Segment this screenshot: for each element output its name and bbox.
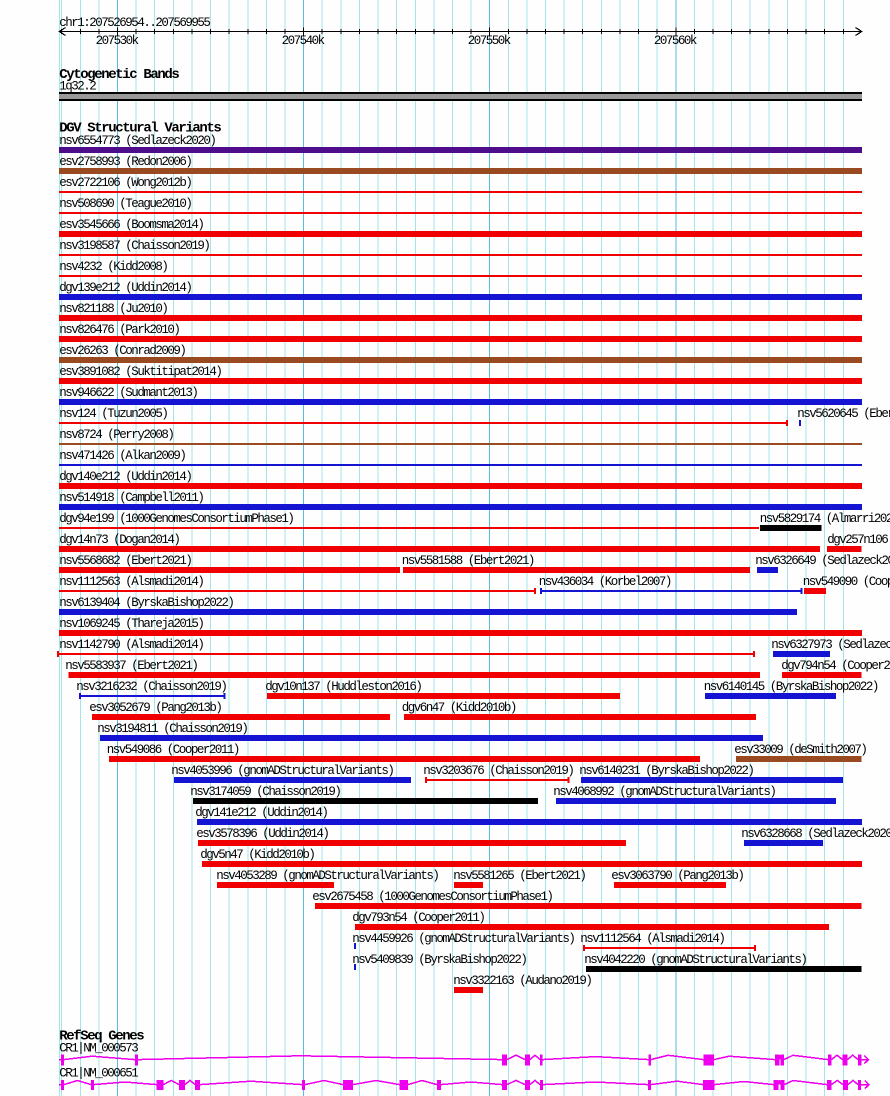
svg-text:chr1:207526954..207569955: chr1:207526954..207569955 bbox=[59, 16, 210, 30]
svg-text:207540k: 207540k bbox=[282, 34, 325, 48]
svg-text:nsv6140231 (ByrskaBishop2022): nsv6140231 (ByrskaBishop2022) bbox=[579, 764, 753, 778]
svg-text:nsv549090 (Cooper2011): nsv549090 (Cooper2011) bbox=[803, 575, 890, 589]
svg-text:esv3578396 (Uddin2014): esv3578396 (Uddin2014) bbox=[196, 827, 328, 841]
svg-text:esv3063790 (Pang2013b): esv3063790 (Pang2013b) bbox=[611, 869, 743, 883]
svg-text:dgv794n54 (Cooper2011): dgv794n54 (Cooper2011) bbox=[781, 659, 890, 673]
svg-text:RefSeq Genes: RefSeq Genes bbox=[59, 1029, 144, 1045]
svg-text:nsv4053289 (gnomADStructuralVa: nsv4053289 (gnomADStructuralVariants) bbox=[216, 869, 438, 883]
svg-text:nsv5620645 (Ebert2021): nsv5620645 (Ebert2021) bbox=[797, 407, 890, 421]
svg-text:esv2675458 (1000GenomesConsort: esv2675458 (1000GenomesConsortiumPhase1) bbox=[312, 890, 552, 904]
svg-text:dgv141e212 (Uddin2014): dgv141e212 (Uddin2014) bbox=[195, 806, 327, 820]
svg-text:esv3052679 (Pang2013b): esv3052679 (Pang2013b) bbox=[89, 701, 221, 715]
svg-text:esv26263 (Conrad2009): esv26263 (Conrad2009) bbox=[59, 344, 185, 358]
svg-text:nsv4068992 (gnomADStructuralVa: nsv4068992 (gnomADStructuralVariants) bbox=[553, 785, 775, 799]
svg-text:nsv3203676 (Chaisson2019): nsv3203676 (Chaisson2019) bbox=[423, 764, 573, 778]
svg-text:nsv1112563 (Alsmadi2014): nsv1112563 (Alsmadi2014) bbox=[59, 575, 203, 589]
svg-text:nsv471426 (Alkan2009): nsv471426 (Alkan2009) bbox=[59, 449, 185, 463]
svg-text:dgv14n73 (Dogan2014): dgv14n73 (Dogan2014) bbox=[59, 533, 179, 547]
svg-text:DGV Structural Variants: DGV Structural Variants bbox=[59, 121, 221, 137]
svg-text:nsv5568682 (Ebert2021): nsv5568682 (Ebert2021) bbox=[59, 554, 191, 568]
svg-text:nsv436034 (Korbel2007): nsv436034 (Korbel2007) bbox=[539, 575, 671, 589]
svg-text:dgv140e212 (Uddin2014): dgv140e212 (Uddin2014) bbox=[59, 470, 191, 484]
svg-text:nsv549086 (Cooper2011): nsv549086 (Cooper2011) bbox=[107, 743, 239, 757]
svg-text:nsv6140145 (ByrskaBishop2022): nsv6140145 (ByrskaBishop2022) bbox=[704, 680, 878, 694]
svg-text:dgv94e199 (1000GenomesConsorti: dgv94e199 (1000GenomesConsortiumPhase1) bbox=[59, 512, 293, 526]
svg-text:nsv946622 (Sudmant2013): nsv946622 (Sudmant2013) bbox=[59, 386, 197, 400]
svg-text:esv2722106 (Wong2012b): esv2722106 (Wong2012b) bbox=[59, 176, 191, 190]
svg-text:nsv6327973 (Sedlazeck2020): nsv6327973 (Sedlazeck2020) bbox=[771, 638, 890, 652]
svg-text:207560k: 207560k bbox=[654, 34, 697, 48]
svg-text:nsv5829174 (Almarri2022): nsv5829174 (Almarri2022) bbox=[760, 512, 890, 526]
svg-text:nsv4459926 (gnomADStructuralVa: nsv4459926 (gnomADStructuralVariants) bbox=[352, 932, 574, 946]
svg-text:nsv1112564 (Alsmadi2014): nsv1112564 (Alsmadi2014) bbox=[580, 932, 724, 946]
svg-text:nsv4042220 (gnomADStructuralVa: nsv4042220 (gnomADStructuralVariants) bbox=[584, 953, 806, 967]
svg-text:dgv10n137 (Huddleston2016): dgv10n137 (Huddleston2016) bbox=[265, 680, 421, 694]
svg-text:CR1|NM_000651: CR1|NM_000651 bbox=[59, 1067, 138, 1081]
svg-text:nsv5583937 (Ebert2021): nsv5583937 (Ebert2021) bbox=[65, 659, 197, 673]
svg-text:esv33009 (deSmith2007): esv33009 (deSmith2007) bbox=[734, 743, 866, 757]
svg-text:dgv257n106 (Handsaker2015): dgv257n106 (Handsaker2015) bbox=[827, 533, 890, 547]
svg-text:nsv826476 (Park2010): nsv826476 (Park2010) bbox=[59, 323, 179, 337]
svg-text:dgv6n47 (Kidd2010b): dgv6n47 (Kidd2010b) bbox=[402, 701, 516, 715]
svg-text:207550k: 207550k bbox=[468, 34, 511, 48]
svg-text:nsv5581588 (Ebert2021): nsv5581588 (Ebert2021) bbox=[402, 554, 534, 568]
svg-text:esv3891082 (Suktitipat2014): esv3891082 (Suktitipat2014) bbox=[59, 365, 221, 379]
svg-text:nsv4053996 (gnomADStructuralVa: nsv4053996 (gnomADStructuralVariants) bbox=[171, 764, 393, 778]
svg-text:nsv508690 (Teague2010): nsv508690 (Teague2010) bbox=[59, 197, 191, 211]
svg-text:nsv3322163 (Audano2019): nsv3322163 (Audano2019) bbox=[453, 974, 591, 988]
svg-text:nsv5581265 (Ebert2021): nsv5581265 (Ebert2021) bbox=[453, 869, 585, 883]
svg-text:dgv793n54 (Cooper2011): dgv793n54 (Cooper2011) bbox=[352, 911, 484, 925]
svg-text:nsv821188 (Ju2010): nsv821188 (Ju2010) bbox=[59, 302, 167, 316]
svg-text:nsv3198587 (Chaisson2019): nsv3198587 (Chaisson2019) bbox=[59, 239, 209, 253]
svg-text:esv2758993 (Redon2006): esv2758993 (Redon2006) bbox=[59, 155, 191, 169]
svg-text:nsv514918 (Campbell2011): nsv514918 (Campbell2011) bbox=[59, 491, 203, 505]
svg-text:nsv6326649 (Sedlazeck2020): nsv6326649 (Sedlazeck2020) bbox=[755, 554, 890, 568]
svg-text:nsv1142790 (Alsmadi2014): nsv1142790 (Alsmadi2014) bbox=[59, 638, 203, 652]
svg-text:CR1|NM_000573: CR1|NM_000573 bbox=[59, 1042, 138, 1056]
svg-text:Cytogenetic Bands: Cytogenetic Bands bbox=[59, 67, 179, 83]
svg-text:esv3545666 (Boomsma2014): esv3545666 (Boomsma2014) bbox=[59, 218, 203, 232]
svg-text:nsv5409839 (ByrskaBishop2022): nsv5409839 (ByrskaBishop2022) bbox=[352, 953, 526, 967]
svg-text:nsv4232 (Kidd2008): nsv4232 (Kidd2008) bbox=[59, 260, 167, 274]
svg-text:dgv5n47 (Kidd2010b): dgv5n47 (Kidd2010b) bbox=[200, 848, 314, 862]
svg-text:207530k: 207530k bbox=[96, 34, 139, 48]
svg-text:nsv6328668 (Sedlazeck2020): nsv6328668 (Sedlazeck2020) bbox=[741, 827, 890, 841]
svg-text:nsv3194811 (Chaisson2019): nsv3194811 (Chaisson2019) bbox=[97, 722, 247, 736]
svg-text:nsv3216232 (Chaisson2019): nsv3216232 (Chaisson2019) bbox=[76, 680, 226, 694]
svg-text:nsv6139404 (ByrskaBishop2022): nsv6139404 (ByrskaBishop2022) bbox=[59, 596, 233, 610]
svg-text:nsv3174059 (Chaisson2019): nsv3174059 (Chaisson2019) bbox=[190, 785, 340, 799]
svg-text:dgv139e212 (Uddin2014): dgv139e212 (Uddin2014) bbox=[59, 281, 191, 295]
svg-text:1q32.2: 1q32.2 bbox=[59, 80, 96, 94]
svg-text:nsv8724 (Perry2008): nsv8724 (Perry2008) bbox=[59, 428, 173, 442]
svg-text:nsv6554773 (Sedlazeck2020): nsv6554773 (Sedlazeck2020) bbox=[59, 134, 215, 148]
svg-text:nsv124 (Tuzun2005): nsv124 (Tuzun2005) bbox=[59, 407, 167, 421]
svg-text:nsv1069245 (Thareja2015): nsv1069245 (Thareja2015) bbox=[59, 617, 203, 631]
